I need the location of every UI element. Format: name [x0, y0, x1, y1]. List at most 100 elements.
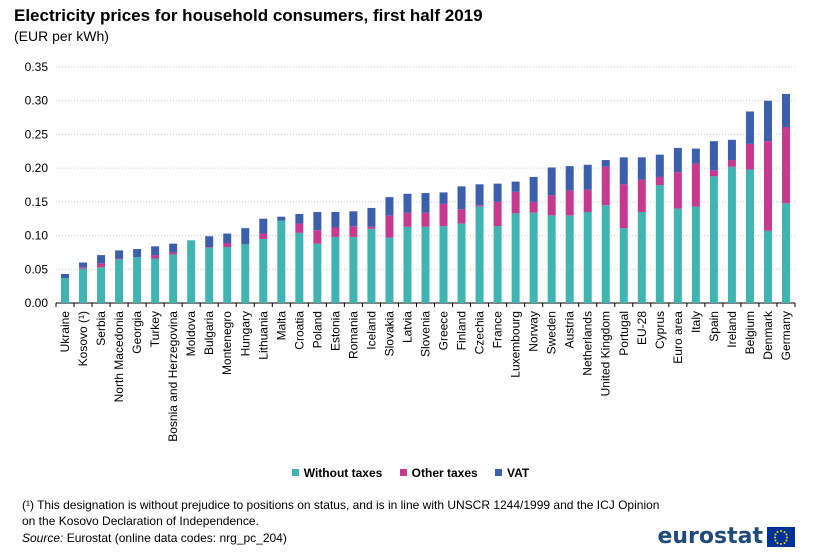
x-tick-label: Turkey: [148, 311, 162, 347]
bar-segment-vat: [493, 183, 502, 202]
bar-segment-without-taxes: [61, 278, 70, 303]
bar-segment-vat: [241, 228, 250, 245]
legend-item-without-taxes: Without taxes: [291, 465, 383, 480]
bar-segment-other-taxes: [547, 195, 556, 216]
bar-segment-other-taxes: [205, 247, 214, 248]
x-tick-label: Cyprus: [653, 311, 667, 349]
bar-segment-without-taxes: [637, 211, 646, 303]
bar-segment-vat: [97, 255, 106, 264]
bar-segment-vat: [547, 167, 556, 196]
bar-segment-vat: [781, 93, 790, 128]
bar-segment-without-taxes: [709, 176, 718, 303]
bar-segment-without-taxes: [529, 212, 538, 303]
x-tick-label: Portugal: [617, 311, 631, 356]
y-tick-label: 0.30: [25, 94, 49, 108]
bar-segment-without-taxes: [565, 215, 574, 303]
bar-segment-other-taxes: [367, 226, 376, 229]
x-tick-label: Norway: [527, 311, 541, 352]
bar-segment-other-taxes: [169, 252, 178, 255]
x-tick-label: France: [491, 311, 505, 349]
bar-segment-without-taxes: [781, 203, 790, 303]
eurostat-logo: eurostat: [657, 524, 795, 549]
bar-segment-without-taxes: [385, 237, 394, 303]
bar-segment-other-taxes: [583, 189, 592, 212]
bar-segment-vat: [691, 148, 700, 164]
chart-subtitle: (EUR per kWh): [14, 28, 109, 44]
bar-segment-without-taxes: [691, 206, 700, 303]
bar-segment-without-taxes: [367, 228, 376, 303]
bar-segment-vat: [565, 166, 574, 191]
x-tick-label: Poland: [310, 311, 324, 348]
bar-segment-without-taxes: [619, 228, 628, 303]
x-tick-label: Romania: [346, 311, 360, 359]
bar-segment-without-taxes: [331, 236, 340, 303]
x-tick-label: Finland: [455, 311, 469, 350]
bar-segment-vat: [637, 157, 646, 180]
footnote: (¹) This designation is without prejudic…: [22, 498, 660, 528]
x-tick-label: Czechia: [473, 311, 487, 355]
x-tick-label: Bulgaria: [202, 311, 216, 355]
bar-segment-without-taxes: [745, 169, 754, 303]
x-tick-label: Bosnia and Herzegovina: [166, 311, 180, 442]
legend-label-vat: VAT: [507, 465, 530, 480]
source-text: Eurostat (online data codes: nrg_pc_204): [66, 531, 287, 545]
legend-label-other-taxes: Other taxes: [411, 465, 478, 480]
bar-segment-vat: [763, 100, 772, 142]
source-label: Source:: [22, 531, 64, 545]
y-tick-label: 0.05: [25, 262, 49, 276]
bar-segment-vat: [331, 211, 340, 228]
bar-segment-without-taxes: [115, 259, 124, 303]
bar-segment-other-taxes: [511, 191, 520, 214]
y-tick-label: 0.20: [25, 161, 49, 175]
source-line: Source: Eurostat (online data codes: nrg…: [22, 531, 287, 545]
x-tick-label: Netherlands: [581, 311, 595, 376]
x-tick-label: Hungary: [238, 311, 252, 356]
bar-segment-vat: [259, 218, 268, 234]
bar-segment-vat: [169, 243, 178, 253]
bar-segment-without-taxes: [295, 232, 304, 303]
y-tick-label: 0.00: [25, 296, 49, 310]
bar-segment-vat: [115, 250, 124, 259]
legend-swatch-other-taxes: [399, 469, 407, 476]
bar-segment-other-taxes: [439, 203, 448, 227]
bar-segment-other-taxes: [475, 205, 484, 207]
bar-segment-other-taxes: [601, 166, 610, 206]
x-tick-label: Latvia: [400, 311, 414, 343]
bar-segment-without-taxes: [79, 268, 88, 303]
bar-segment-vat: [439, 192, 448, 204]
x-tick-label: Belgium: [743, 311, 757, 354]
bar-segment-other-taxes: [781, 127, 790, 204]
bar-segment-vat: [583, 164, 592, 190]
y-tick-label: 0.35: [25, 60, 49, 74]
bar-segment-without-taxes: [205, 247, 214, 303]
x-tick-label: Kosovo (¹): [76, 311, 90, 366]
x-tick-label: Montenegro: [220, 311, 234, 375]
x-tick-label: Georgia: [130, 311, 144, 354]
legend-item-vat: VAT: [495, 466, 529, 480]
x-tick-label: Luxembourg: [509, 311, 523, 378]
bar-segment-other-taxes: [313, 230, 322, 244]
y-tick-label: 0.25: [25, 127, 49, 141]
legend-label-without-taxes: Without taxes: [303, 465, 383, 480]
bar-segment-without-taxes: [727, 166, 736, 303]
y-tick-label: 0.15: [25, 195, 49, 209]
legend-swatch-without-taxes: [291, 469, 299, 476]
bar-segment-vat: [133, 249, 142, 258]
bar-segment-vat: [295, 213, 304, 224]
bar-segment-without-taxes: [439, 226, 448, 303]
bar-segment-without-taxes: [277, 220, 286, 303]
bar-segment-vat: [619, 157, 628, 185]
bar-segment-other-taxes: [259, 233, 268, 239]
x-tick-label: Malta: [274, 311, 288, 341]
bar-segment-other-taxes: [691, 163, 700, 207]
x-tick-label: EU-28: [635, 311, 649, 345]
bar-segment-without-taxes: [583, 211, 592, 303]
bar-segment-vat: [709, 141, 718, 171]
x-tick-label: United Kingdom: [599, 311, 613, 396]
bar-segment-without-taxes: [763, 230, 772, 303]
x-tick-label: Ireland: [725, 311, 739, 348]
bar-segment-vat: [457, 186, 466, 210]
bar-segment-without-taxes: [421, 226, 430, 303]
bar-segment-other-taxes: [619, 184, 628, 229]
bar-segment-vat: [745, 111, 754, 144]
